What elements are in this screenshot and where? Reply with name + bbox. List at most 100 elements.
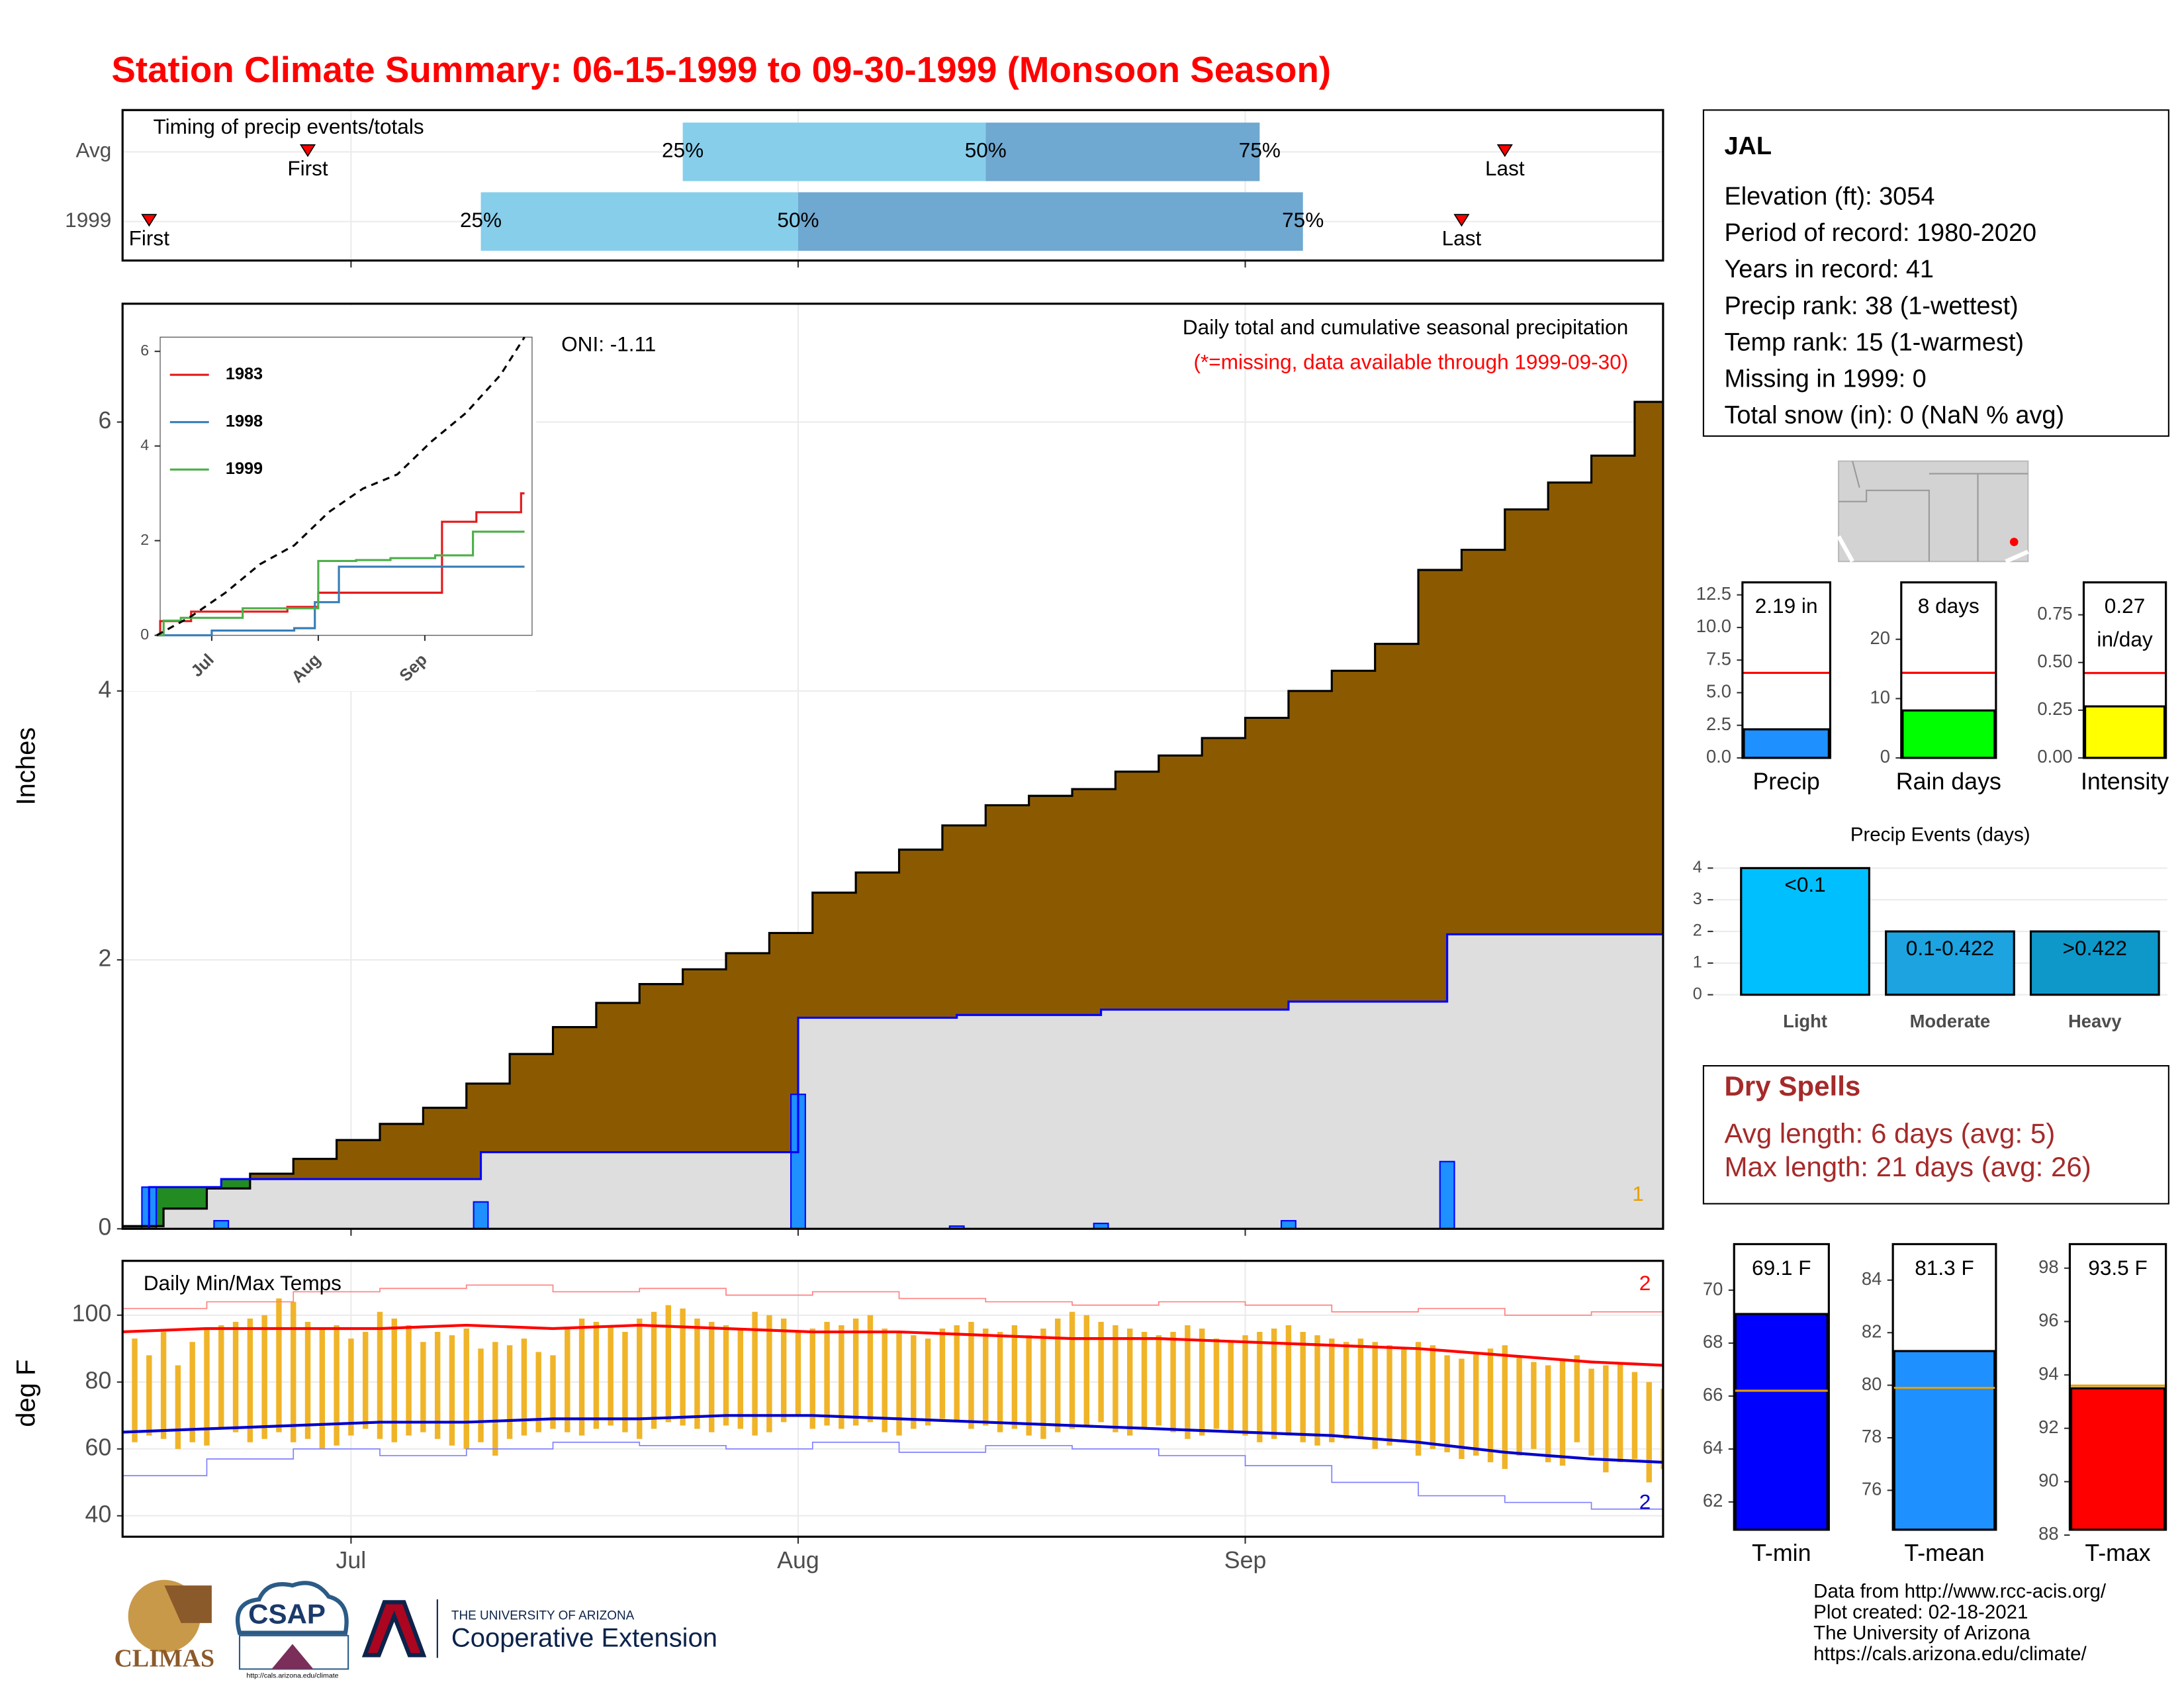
station-dot: [2009, 538, 2019, 547]
y-tick-label: 0: [140, 626, 149, 643]
map-area: [1838, 460, 2029, 563]
y-tick-label: 100: [72, 1300, 112, 1327]
logos: CLIMAS CSAP http://cals.arizona.edu/clim…: [114, 1579, 717, 1680]
row-label: Avg: [76, 138, 112, 162]
y-tick-label: 88: [2038, 1523, 2058, 1544]
average-line: [122, 386, 1663, 1227]
x-axis-label: Rain days: [1896, 768, 2001, 794]
temp-line: [122, 1323, 1663, 1367]
map-edge: [1837, 535, 2029, 564]
temp-line: [122, 1284, 1663, 1319]
summary-frame: [1741, 581, 1832, 759]
y-tick-label: 6: [140, 342, 149, 359]
oni-label: ONI: -1.11: [561, 332, 656, 355]
y-tick-label: 84: [1862, 1268, 1882, 1289]
event-marker: [141, 214, 158, 227]
dry-spell-line: Avg length: 6 days (avg: 5): [1724, 1117, 2055, 1149]
coop-text: Cooperative Extension: [451, 1624, 717, 1653]
x-axis-label: Intensity: [2081, 768, 2169, 794]
y-tick-label: 80: [1862, 1374, 1882, 1394]
precip-frame: [121, 303, 1664, 1230]
dry-spells-title: Dry Spells: [1724, 1070, 1860, 1102]
daily-bar: [213, 1220, 230, 1229]
quartile-bar: [797, 192, 1303, 251]
summary-bar: [1893, 1350, 1996, 1531]
page-title: Station Climate Summary: 06-15-1999 to 0…: [111, 49, 1331, 90]
value-label-box: 69.1 F: [1752, 1256, 1811, 1281]
x-axis-label: T-min: [1752, 1540, 1811, 1566]
panel-title: Daily Min/Max Temps: [144, 1271, 341, 1295]
legend-label: 1983: [226, 365, 263, 383]
y-tick-label: 3: [1693, 890, 1702, 908]
info-line: Years in record: 41: [1724, 256, 1934, 283]
x-axis-label: Precip: [1752, 768, 1819, 794]
y-tick-label: 82: [1862, 1321, 1882, 1341]
x-tick-label: Sep: [1224, 1547, 1267, 1573]
summary-bar: [1734, 1313, 1829, 1531]
y-tick-label: 80: [85, 1367, 112, 1393]
inset-line: [156, 336, 525, 637]
value-label: 93.5 F: [2088, 1256, 2148, 1281]
inset-background: [124, 305, 537, 691]
info-box: [1702, 109, 2169, 437]
x-tick-label: Aug: [777, 1547, 819, 1573]
y-tick-label: 68: [1703, 1331, 1723, 1352]
summary-frame: [1900, 581, 1997, 759]
value-label: 69.1 F: [1752, 1256, 1811, 1281]
bar-label: >0.422: [2063, 936, 2127, 960]
x-tick-label: Heavy: [2068, 1011, 2122, 1031]
y-tick-label: 78: [1862, 1426, 1882, 1446]
event-marker: [1453, 214, 1470, 227]
quartile-label: 25%: [460, 208, 502, 232]
y-tick-label: 98: [2038, 1256, 2058, 1277]
quartile-label: 75%: [1282, 208, 1324, 232]
y-tick-label: 0: [1880, 746, 1890, 767]
y-tick-label: 2: [98, 945, 111, 972]
info-line: Period of record: 1980-2020: [1724, 219, 2036, 247]
y-tick-label: 20: [1870, 628, 1889, 648]
y-tick-label: 2: [140, 531, 149, 548]
value-label: 81.3 F: [1915, 1256, 1974, 1281]
daily-bar: [473, 1201, 489, 1229]
quartile-label: 50%: [777, 208, 819, 232]
y-tick-label: 76: [1862, 1479, 1882, 1499]
summary-frame: [1891, 1243, 1997, 1531]
subtitle: Daily total and cumulative seasonal prec…: [1183, 315, 1628, 339]
footer-line: The University of Arizona: [1813, 1622, 2030, 1644]
quartile-bar: [480, 192, 798, 251]
station-name: JAL: [1724, 132, 1772, 160]
y-tick-label: 4: [140, 436, 149, 453]
summary-bar: [1743, 728, 1830, 759]
summary-frame: [2082, 581, 2167, 759]
panel-title: Timing of precip events/totals: [154, 115, 424, 138]
value-label-box: 0.27 in/day: [2097, 595, 2152, 652]
inset-line: [156, 530, 525, 637]
csap-mountain: [271, 1644, 314, 1669]
y-tick-label: 70: [1703, 1278, 1723, 1299]
value-label-box: 93.5 F: [2088, 1256, 2148, 1281]
y-tick-label: 2: [1693, 921, 1702, 940]
temp-line: [122, 1441, 1663, 1517]
season-line: [122, 933, 1663, 1229]
ua-logo: [361, 1600, 427, 1658]
info-line: Total snow (in): 0 (NaN % avg): [1724, 402, 2064, 430]
dry-spells-lines: Avg length: 6 days (avg: 5)Max length: 2…: [1724, 1117, 2091, 1182]
event-label: Last: [1442, 226, 1482, 250]
x-axis-label: T-mean: [1904, 1540, 1984, 1566]
y-axis-title: Inches: [12, 727, 41, 806]
y-tick-label: 12.5: [1696, 583, 1731, 604]
row-label: 1999: [65, 208, 111, 232]
footer-line: Data from http://www.rcc-acis.org/: [1813, 1580, 2107, 1602]
y-tick-label: 0.75: [2037, 603, 2072, 624]
csap-cloud: [235, 1581, 349, 1635]
timing-frame: [121, 109, 1664, 262]
value-label: 8 days: [1917, 594, 1979, 619]
note: (*=missing, data available through 1999-…: [1194, 350, 1629, 374]
plot-area: [122, 386, 1663, 1229]
y-tick-label: 40: [85, 1501, 112, 1527]
bar: [1885, 930, 2015, 996]
footer: Data from http://www.rcc-acis.org/Plot c…: [1813, 1580, 2107, 1665]
y-tick-label: 60: [85, 1434, 112, 1460]
